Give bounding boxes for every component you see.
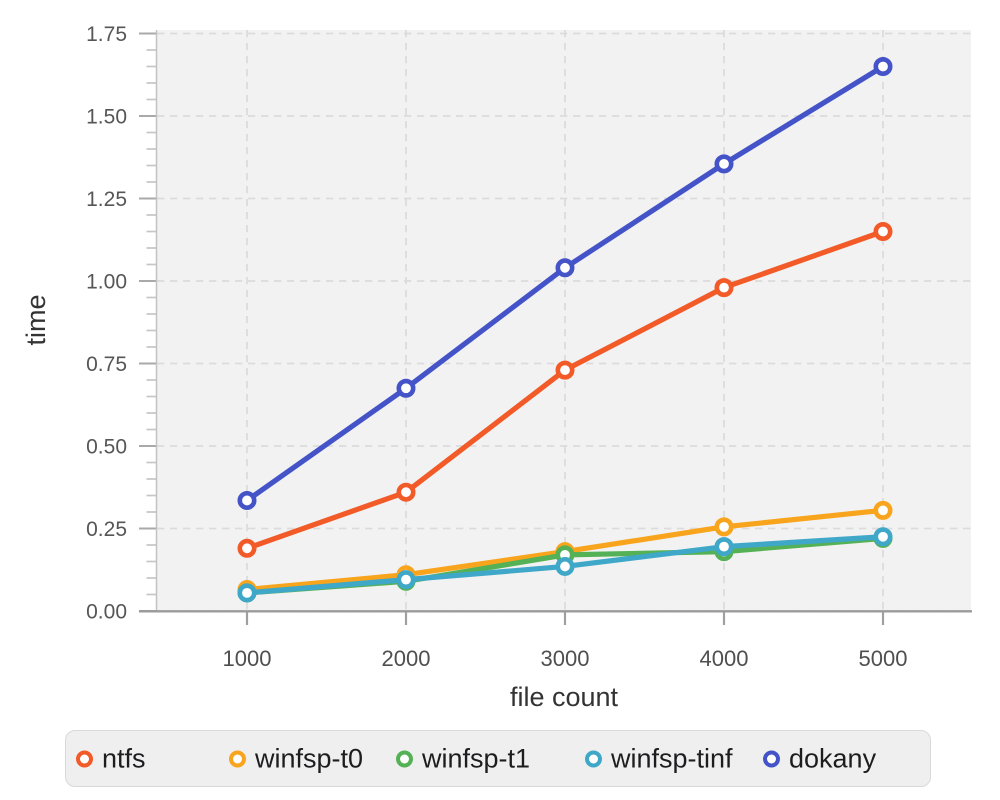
legend: ntfs winfsp-t0 winfsp-t1 winfsp-tinf dokany <box>65 730 931 787</box>
data-point-dokany <box>555 258 575 278</box>
data-point-dokany <box>396 378 416 398</box>
y-tick-label: 1.25 <box>86 188 127 211</box>
legend-label: winfsp-t0 <box>255 743 364 773</box>
data-point-winfsp-tinf <box>714 537 734 557</box>
data-point-winfsp-tinf <box>555 556 575 576</box>
y-tick-label: 1.75 <box>86 23 127 46</box>
data-point-winfsp-tinf <box>396 570 416 590</box>
data-point-ntfs <box>396 482 416 502</box>
legend-item-dokany: dokany <box>763 745 876 772</box>
legend-item-winfsp-t0: winfsp-t0 <box>229 745 363 772</box>
data-point-dokany <box>237 490 257 510</box>
y-axis-title: time <box>21 294 51 345</box>
y-tick-label: 0.75 <box>86 353 127 376</box>
x-tick-label: 2000 <box>382 646 431 671</box>
x-tick-label: 5000 <box>859 646 908 671</box>
data-point-ntfs <box>237 538 257 558</box>
legend-marker-icon <box>585 750 602 767</box>
legend-label: dokany <box>789 743 877 773</box>
data-point-ntfs <box>555 360 575 380</box>
y-tick-label: 0.50 <box>86 436 127 459</box>
line-chart: 0.00 0.25 0.50 0.75 1.00 1.25 1.50 1.75 1000 2000… <box>21 23 972 712</box>
legend-label: ntfs <box>102 743 146 773</box>
x-tick-label: 3000 <box>541 646 590 671</box>
data-point-dokany <box>873 56 893 76</box>
data-point-winfsp-t0 <box>873 500 893 520</box>
legend-marker-icon <box>763 750 780 767</box>
y-tick-label: 1.00 <box>86 271 127 294</box>
data-point-winfsp-tinf <box>873 527 893 547</box>
x-tick-label: 4000 <box>700 646 749 671</box>
legend-label: winfsp-t1 <box>422 743 531 773</box>
y-tick-label: 1.50 <box>86 106 127 129</box>
y-tick-label: 0.00 <box>86 601 127 624</box>
plot-panel <box>157 30 971 611</box>
legend-marker-icon <box>396 750 413 767</box>
legend-label: winfsp-tinf <box>611 743 733 773</box>
data-point-ntfs <box>714 278 734 298</box>
data-point-winfsp-t0 <box>714 517 734 537</box>
data-point-ntfs <box>873 222 893 242</box>
legend-item-winfsp-t1: winfsp-t1 <box>396 745 530 772</box>
x-axis-title: file count <box>510 682 619 712</box>
legend-item-ntfs: ntfs <box>76 745 146 772</box>
data-point-dokany <box>714 154 734 174</box>
legend-item-winfsp-tinf: winfsp-tinf <box>585 745 733 772</box>
data-point-winfsp-tinf <box>237 583 257 603</box>
y-tick-label: 0.25 <box>86 518 127 541</box>
legend-marker-icon <box>229 750 246 767</box>
legend-marker-icon <box>76 750 93 767</box>
x-tick-label: 1000 <box>223 646 272 671</box>
